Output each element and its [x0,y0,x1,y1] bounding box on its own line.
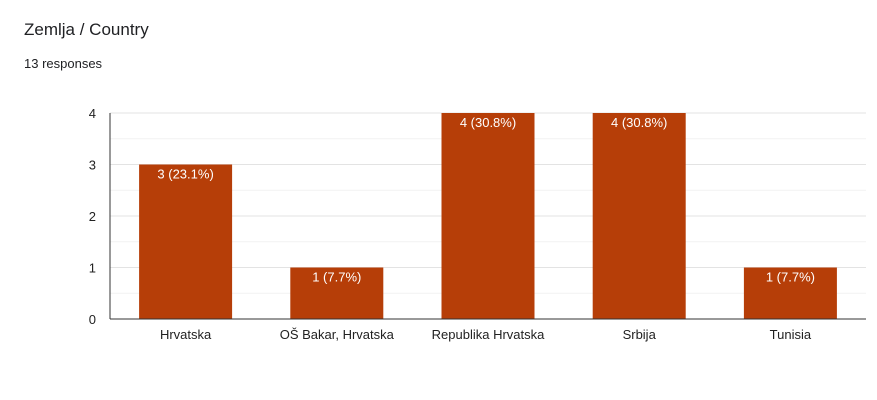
y-tick-label: 4 [89,106,96,121]
bar-data-label: 4 (30.8%) [460,115,516,130]
y-tick-label: 0 [89,312,96,327]
bar[interactable] [139,164,233,320]
x-tick-label: Srbija [623,327,657,342]
response-count: 13 responses [24,56,103,71]
bar[interactable] [290,267,384,320]
bar[interactable] [743,267,837,320]
bar-data-label: 4 (30.8%) [611,115,667,130]
bar-data-label: 1 (7.7%) [312,270,361,285]
axes: 0 1 2 3 4 Hrvatska OŠ Bakar, Hrvatska Republika… [89,106,866,342]
y-tick-label: 3 [89,158,96,173]
bar-data-label: 1 (7.7%) [766,270,815,285]
x-tick-label: Hrvatska [160,327,212,342]
y-tick-label: 1 [89,261,96,276]
x-tick-label: OŠ Bakar, Hrvatska [280,327,395,342]
bars: 3 (23.1%) 1 (7.7%) 4 (30.8%) 4 (30.8%) 1 (7.… [139,113,837,319]
x-tick-label: Tunisia [770,327,812,342]
y-tick-label: 2 [89,209,96,224]
chart-title: Zemlja / Country [24,20,149,39]
bar[interactable] [441,113,535,319]
bar-data-label: 3 (23.1%) [157,167,213,182]
bar[interactable] [592,113,686,319]
x-tick-label: Republika Hrvatska [432,327,545,342]
